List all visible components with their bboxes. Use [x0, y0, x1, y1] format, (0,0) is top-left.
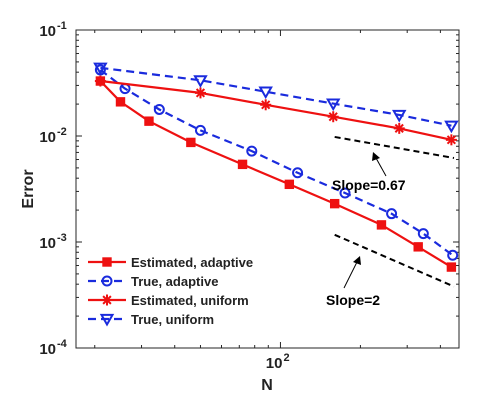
reference-line-2 [334, 233, 455, 288]
y-tick-label: 10 [39, 23, 56, 40]
legend-marker [101, 294, 113, 306]
legend-item: True, adaptive [88, 274, 218, 289]
y-tick-exponent: -4 [57, 338, 68, 350]
axis-ticks: 10 -110 -210 -310 -410 2 [39, 20, 459, 372]
reference-lines [334, 135, 455, 288]
data-point [417, 228, 429, 240]
legend-label: Estimated, adaptive [131, 255, 253, 270]
data-point [445, 134, 457, 146]
data-point [237, 159, 248, 170]
data-point [115, 97, 126, 107]
series-line [99, 69, 454, 257]
y-tick-exponent: -2 [57, 126, 67, 138]
reference-line-1 [334, 135, 455, 159]
y-tick-exponent: -1 [57, 20, 67, 32]
legend-item: Estimated, uniform [88, 293, 249, 308]
legend-marker [102, 257, 112, 267]
annotation-arrow-2 [343, 256, 361, 289]
series-1 [95, 76, 457, 272]
data-point [393, 122, 405, 134]
legend-item: Estimated, adaptive [88, 255, 253, 270]
series-3 [94, 75, 457, 146]
data-point [327, 111, 339, 123]
series-2 [94, 64, 459, 261]
annotation-slope-2: Slope=2 [326, 292, 380, 308]
data-point [194, 124, 206, 136]
data-point [258, 86, 273, 100]
data-point [413, 242, 423, 252]
data-point [392, 109, 407, 123]
data-point [186, 137, 196, 148]
data-point [446, 262, 457, 272]
data-point [284, 179, 295, 190]
x-axis-label: N [261, 377, 273, 394]
data-point [144, 116, 154, 126]
legend-label: True, adaptive [131, 274, 218, 289]
series-line [100, 66, 452, 127]
x-tick-exponent: 2 [283, 352, 289, 364]
y-tick-exponent: -3 [57, 232, 67, 244]
data-point [444, 120, 459, 134]
data-point [386, 208, 398, 220]
data-point [447, 249, 459, 261]
data-point [194, 87, 206, 99]
legend-item: True, uniform [88, 312, 214, 327]
data-point [325, 98, 341, 112]
data-point [193, 75, 208, 88]
data-point [292, 167, 304, 179]
y-tick-label: 10 [39, 235, 56, 252]
data-point [329, 198, 340, 209]
data-point [246, 145, 258, 157]
series-line [99, 80, 452, 269]
legend-marker [101, 275, 113, 287]
legend-label: True, uniform [131, 312, 214, 327]
data-point [94, 75, 106, 87]
y-tick-label: 10 [39, 341, 56, 358]
legend: Estimated, adaptive True, adaptive Estimat… [83, 252, 253, 331]
annotation-arrow-067 [372, 152, 387, 177]
series-line [100, 79, 452, 141]
y-axis-label: Error [20, 169, 37, 208]
x-tick-label: 10 [266, 355, 283, 372]
y-tick-label: 10 [39, 129, 56, 146]
series-4 [93, 62, 459, 134]
data-point [153, 103, 165, 115]
data-point [339, 187, 351, 199]
series-layer [93, 62, 459, 272]
annotation-slope-067: Slope=0.67 [332, 177, 406, 193]
legend-label: Estimated, uniform [131, 293, 249, 308]
legend-marker [99, 313, 115, 327]
data-point [376, 220, 387, 230]
data-point [260, 99, 272, 111]
data-point [93, 62, 108, 76]
